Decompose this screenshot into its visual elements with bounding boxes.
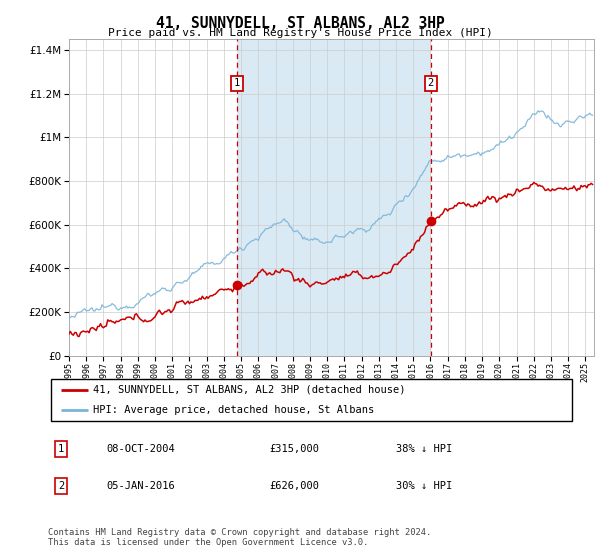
Text: 41, SUNNYDELL, ST ALBANS, AL2 3HP (detached house): 41, SUNNYDELL, ST ALBANS, AL2 3HP (detac… [93, 385, 406, 395]
Text: 41, SUNNYDELL, ST ALBANS, AL2 3HP: 41, SUNNYDELL, ST ALBANS, AL2 3HP [155, 16, 445, 31]
Text: 1: 1 [58, 445, 64, 454]
Text: 05-JAN-2016: 05-JAN-2016 [106, 481, 175, 491]
Text: 30% ↓ HPI: 30% ↓ HPI [397, 481, 453, 491]
Text: 2: 2 [58, 481, 64, 491]
Text: Contains HM Land Registry data © Crown copyright and database right 2024.
This d: Contains HM Land Registry data © Crown c… [48, 528, 431, 547]
Text: £315,000: £315,000 [270, 445, 320, 454]
Text: HPI: Average price, detached house, St Albans: HPI: Average price, detached house, St A… [93, 405, 374, 415]
Bar [237, 39, 431, 356]
Text: Price paid vs. HM Land Registry's House Price Index (HPI): Price paid vs. HM Land Registry's House … [107, 28, 493, 38]
Text: 38% ↓ HPI: 38% ↓ HPI [397, 445, 453, 454]
Text: 1: 1 [234, 78, 240, 88]
FancyBboxPatch shape [50, 379, 572, 421]
Text: £626,000: £626,000 [270, 481, 320, 491]
Text: 08-OCT-2004: 08-OCT-2004 [106, 445, 175, 454]
Text: 2: 2 [428, 78, 434, 88]
